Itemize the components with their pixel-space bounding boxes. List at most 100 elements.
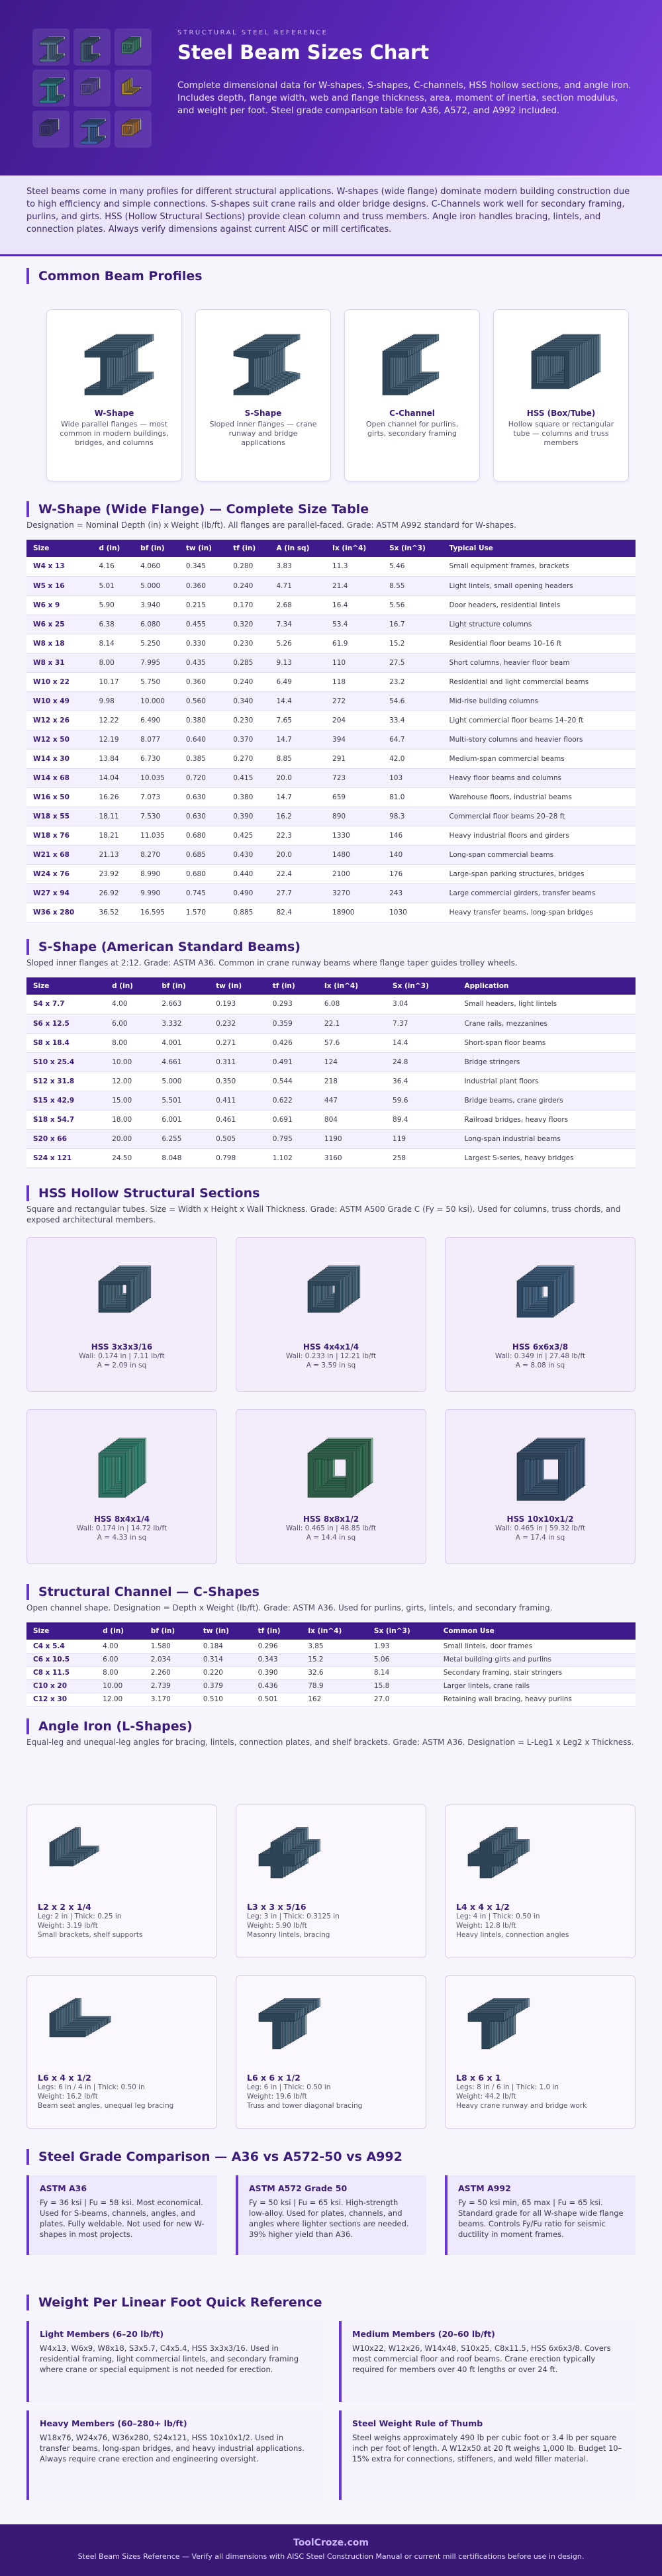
table-cell: 6.080 — [134, 615, 179, 634]
table-cell: Small equipment frames, brackets — [442, 557, 636, 577]
profile-desc: Wide parallel flanges — most common in m… — [60, 420, 169, 447]
table-cell: 140 — [383, 845, 443, 865]
table-cell: S6 x 12.5 — [26, 1014, 106, 1034]
table-cell: 0.240 — [226, 576, 270, 596]
table-cell: 5.56 — [383, 595, 443, 615]
hss-card: HSS 6x6x3/8 Wall: 0.349 in | 27.48 lb/ft A… — [445, 1237, 636, 1392]
table-cell: 1330 — [326, 826, 383, 846]
profile-illustration — [531, 334, 600, 389]
angle-use: Truss and tower diagonal bracing — [247, 2102, 363, 2110]
angle-use: Small brackets, shelf supports — [38, 1931, 143, 1939]
table-cell: Largest S-series, heavy bridges — [457, 1148, 636, 1168]
table-row: S24 x 121 24.50 8.048 0.798 1.102 3160 258 Larg… — [26, 1148, 636, 1168]
column-header: d (in) — [96, 1622, 144, 1640]
profile-image — [84, 334, 154, 395]
profile-illustration — [121, 36, 142, 54]
table-cell: S15 x 42.9 — [26, 1091, 106, 1111]
table-cell: Industrial plant floors — [457, 1071, 636, 1091]
table-cell: W10 x 22 — [26, 672, 93, 692]
profile-card: S-Shape Sloped inner flanges — crane runw… — [195, 309, 331, 481]
profile-face — [516, 1452, 565, 1501]
profile-face — [258, 1842, 295, 1879]
table-cell: 8.990 — [134, 864, 179, 884]
section: Structural Channel — C-Shapes Open channe… — [26, 1584, 636, 1707]
table-cell: S8 x 18.4 — [26, 1033, 106, 1053]
table-cell: 7.073 — [134, 787, 179, 807]
profile-illustration — [382, 334, 439, 395]
angle-line: Legs: 8 in / 6 in | Thick: 1.0 in — [456, 2083, 559, 2091]
hss-line: A = 3.59 in sq — [306, 1362, 356, 1369]
angle-line: Weight: 5.90 lb/ft — [247, 1922, 307, 1930]
profile-illustration — [307, 1265, 361, 1313]
table-cell: 4.16 — [92, 557, 134, 577]
grade-text: Fy = 50 ksi | Fu = 65 ksi. High-strength… — [249, 2198, 409, 2239]
column-header: tf (in) — [251, 1622, 302, 1640]
table-cell: 0.720 — [179, 768, 227, 788]
profile-face — [39, 42, 57, 62]
table-cell: 291 — [326, 749, 383, 769]
section: Common Beam Profiles W-Shape Wide parallel… — [26, 268, 636, 481]
angle-line: Weight: 44.2 lb/ft — [456, 2093, 516, 2101]
table-cell: 0.220 — [196, 1666, 252, 1680]
profile-illustration — [49, 1998, 111, 2038]
table-cell: S20 x 66 — [26, 1129, 106, 1149]
angle-name: L2 x 2 x 1/4 — [38, 1902, 91, 1912]
table-cell: 0.314 — [196, 1653, 252, 1667]
hss-image — [98, 1265, 152, 1313]
table-cell: 0.491 — [265, 1052, 318, 1072]
table-cell: 10.000 — [134, 691, 179, 711]
table-row: W5 x 16 5.01 5.000 0.360 0.240 4.71 21.4 8.55 Li… — [26, 576, 636, 596]
profile-face — [98, 1452, 126, 1498]
weight-text: W18x76, W24x76, W36x280, S24x121, HSS 10… — [40, 2433, 305, 2463]
angle-name: L8 x 6 x 1 — [456, 2073, 501, 2083]
angle-use: Heavy crane runway and bridge work — [456, 2102, 587, 2110]
table-cell: 0.435 — [179, 653, 227, 673]
section-title: S-Shape (American Standard Beams) — [26, 939, 636, 955]
grade-card: ASTM A992 Fy = 50 ksi min, 65 max | Fu = … — [445, 2175, 636, 2255]
table-cell: 0.505 — [209, 1129, 266, 1149]
hss-name: HSS 6x6x3/8 — [512, 1342, 569, 1352]
table-cell: 10.035 — [134, 768, 179, 788]
section-note: Sloped inner flanges at 2:12. Grade: AST… — [26, 958, 518, 967]
table-cell: 0.430 — [226, 845, 270, 865]
table-cell: Railroad bridges, heavy floors — [457, 1110, 636, 1130]
table-row: W10 x 22 10.17 5.750 0.360 0.240 6.49 118 23.2 R… — [26, 672, 636, 692]
table-cell: 14.7 — [269, 787, 326, 807]
table-row: W27 x 94 26.92 9.990 0.745 0.490 27.7 3270 243 L… — [26, 883, 636, 903]
table-cell: Light lintels, small opening headers — [442, 576, 636, 596]
table-cell: 0.390 — [226, 807, 270, 826]
column-header: Size — [26, 1622, 97, 1640]
angle-card: L3 x 3 x 5/16 Leg: 3 in | Thick: 0.3125 i… — [236, 1805, 426, 1958]
table-cell: 23.2 — [383, 672, 443, 692]
column-header: tw (in) — [209, 977, 266, 995]
section: Weight Per Linear Foot Quick Reference Li… — [26, 2295, 636, 2500]
profile-illustration — [258, 1998, 320, 2050]
table-cell: 6.49 — [269, 672, 326, 692]
table-cell: S4 x 7.7 — [26, 995, 106, 1015]
section-title: Steel Grade Comparison — A36 vs A572-50 … — [26, 2149, 636, 2165]
table-cell: 3.332 — [155, 1014, 210, 1034]
table-row: W10 x 49 9.98 10.000 0.560 0.340 14.4 272 54.6 M… — [26, 691, 636, 711]
profile-illustration — [258, 1827, 320, 1879]
profile-face — [233, 350, 269, 395]
footer: ToolCroze.com Steel Beam Sizes Reference… — [0, 2524, 662, 2576]
table-cell: 723 — [326, 768, 383, 788]
table-row: W36 x 280 36.52 16.595 1.570 0.885 82.4 18900 1… — [26, 903, 636, 922]
profile-face — [49, 2012, 86, 2038]
profile-illustration — [516, 1438, 586, 1501]
profile-illustration — [39, 36, 66, 62]
weight-box: Heavy Members (60–280+ lb/ft) W18x76, W24… — [26, 2410, 323, 2500]
table-cell: 8.270 — [134, 845, 179, 865]
hss-image — [98, 1438, 146, 1498]
table-row: C12 x 30 12.00 3.170 0.510 0.501 162 27.0 Retai… — [26, 1693, 636, 1707]
column-header: Common Use — [436, 1622, 636, 1640]
table-cell: 32.6 — [301, 1666, 367, 1680]
table-cell: 5.750 — [134, 672, 179, 692]
table-body: C4 x 5.4 4.00 1.580 0.184 0.296 3.85 1.93 Small… — [26, 1640, 636, 1707]
column-header: bf (in) — [144, 1622, 197, 1640]
table-cell: 0.320 — [226, 615, 270, 634]
angle-line: Weight: 12.8 lb/ft — [456, 1922, 516, 1930]
table-header-row: Size d (in) bf (in) tw (in) tf (in) Ix (in^4)… — [26, 977, 636, 995]
table-cell: S24 x 121 — [26, 1148, 106, 1168]
